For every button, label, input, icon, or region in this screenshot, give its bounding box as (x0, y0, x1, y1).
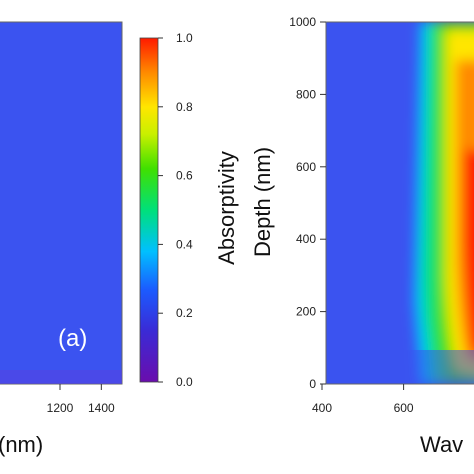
colorbar-tick-label: 0.0 (176, 375, 193, 389)
panel-a: (a) 1200 1400 (nm) (0, 21, 123, 457)
panel-b-ytick-label: 600 (296, 160, 316, 174)
panel-b-xtick-label: 400 (312, 401, 332, 415)
panel-b-ytick-label: 200 (296, 305, 316, 319)
panel-a-bottom-strip (0, 370, 122, 384)
panel-b-ylabel: Depth (nm) (250, 147, 275, 257)
colorbar-tick-label: 0.8 (176, 100, 193, 114)
panel-a-xaxis: 1200 1400 (47, 384, 115, 415)
panel-a-xtick-label: 1200 (47, 401, 74, 415)
panel-b-ytick-label: 800 (296, 87, 316, 101)
colorbar: 0.0 0.2 0.4 0.6 0.8 1.0 Absorptivity (139, 31, 239, 389)
panel-a-xtick-label: 1400 (88, 401, 115, 415)
panel-b-ytick-label: 400 (296, 232, 316, 246)
colorbar-gradient (139, 37, 159, 383)
panel-b-ytick-label: 0 (309, 377, 316, 391)
colorbar-tick-label: 1.0 (176, 31, 193, 45)
panel-b-yaxis: 0 200 400 600 800 1000 (289, 15, 326, 391)
panel-b-absorption-band (414, 22, 474, 384)
panel-a-label: (a) (58, 325, 87, 352)
panel-b-frame (325, 21, 474, 385)
panel-a-field (0, 21, 123, 385)
colorbar-tick-label: 0.6 (176, 169, 193, 183)
panel-b: 0 200 400 600 800 1000 400 600 800 Depth (nm) W… (250, 15, 474, 457)
panel-b-surface-strip (326, 350, 474, 384)
panel-b-xtick-label: 600 (394, 401, 414, 415)
panel-a-xlabel: (nm) (0, 432, 43, 457)
colorbar-label: Absorptivity (214, 151, 239, 265)
panel-b-xlabel: Wav (420, 432, 463, 457)
panel-b-ytick-label: 1000 (289, 15, 316, 29)
colorbar-tick-label: 0.4 (176, 237, 193, 251)
colorbar-ticks: 0.0 0.2 0.4 0.6 0.8 1.0 (158, 31, 193, 389)
colorbar-tick-label: 0.2 (176, 306, 193, 320)
